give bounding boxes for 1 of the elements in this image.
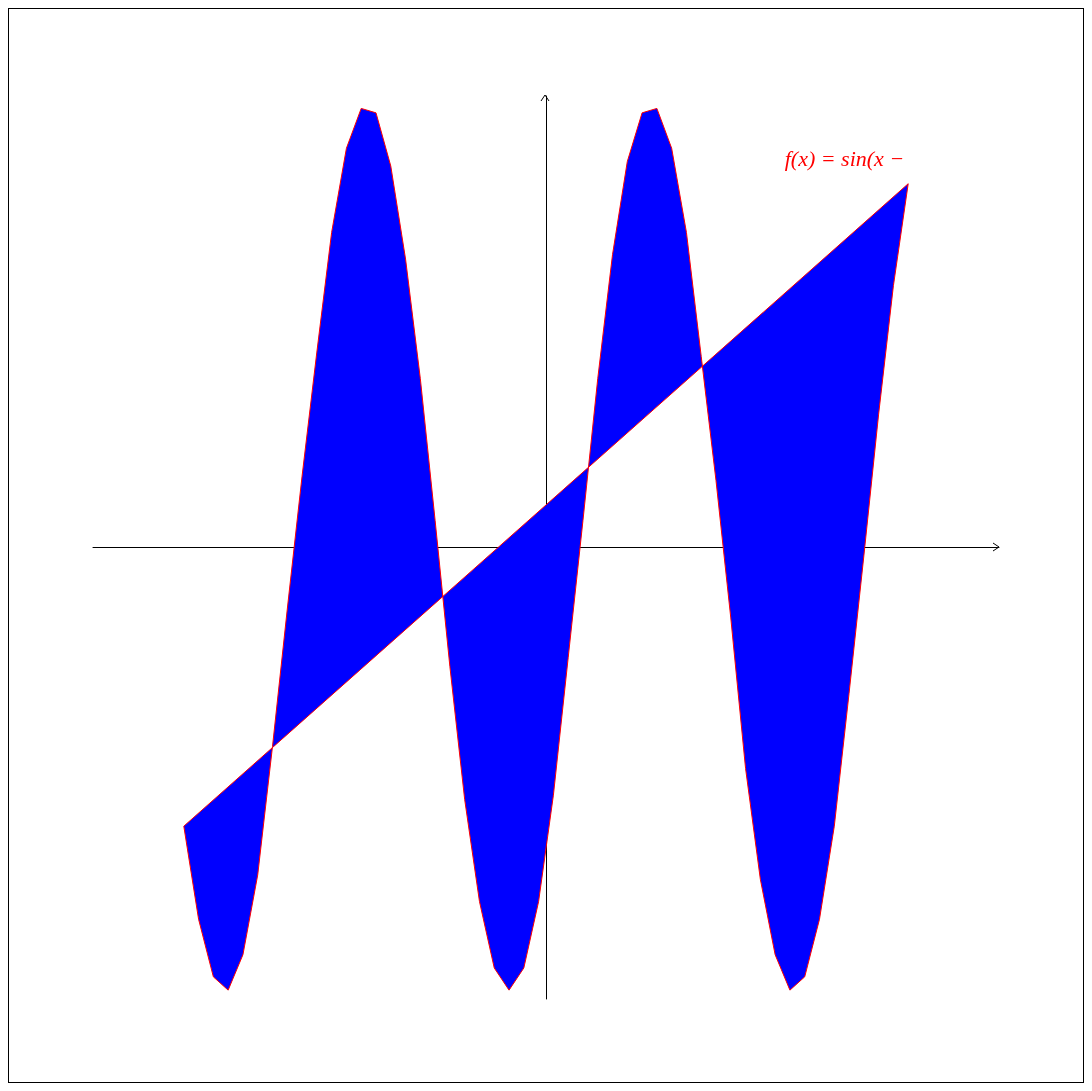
annotation: f(x) = sin(x − — [784, 146, 905, 172]
